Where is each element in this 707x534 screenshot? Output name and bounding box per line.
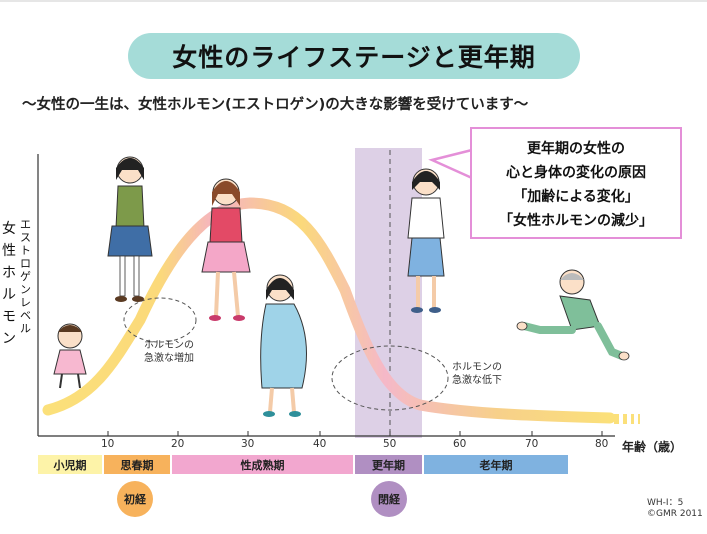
toddler-illustration [53, 323, 87, 389]
phase-label: 更年期 [372, 458, 405, 472]
callout-line: 心と身体の変化の原因 [506, 165, 646, 181]
increase-line-2: 急激な増加 [144, 353, 194, 364]
middle-aged-woman-illustration [407, 168, 445, 313]
callout-box: 更年期の女性の 心と身体の変化の原因 「加齢による変化」 「女性ホルモンの減少」 [470, 127, 682, 239]
figure-code-line: ©GMR 2011 [647, 509, 703, 519]
y-axis-label-char: モ [2, 309, 16, 325]
event-label: 初経 [124, 493, 146, 506]
subtitle: 〜女性の一生は、女性ホルモン(エストロゲン)の大きな影響を受けています〜 [22, 97, 529, 113]
x-tick: 50 [383, 438, 397, 450]
y-axis-label-char: 女 [2, 221, 16, 237]
page-title-text: 女性のライフステージと更年期 [172, 43, 536, 72]
y-axis-label-char: ゲ [20, 270, 31, 283]
x-axis-label: 年齢（歳） [622, 440, 683, 454]
y-axis-label-char: ン [20, 283, 31, 296]
x-tick: 70 [525, 438, 539, 450]
decrease-ellipse [331, 345, 449, 411]
decrease-annotation: ホルモンの 急激な低下 [452, 361, 502, 387]
decrease-line-2: 急激な低下 [452, 375, 502, 386]
figure-code-line: WH-I：5 [647, 498, 684, 508]
y-axis-label-char: ル [2, 287, 16, 303]
y-axis-label-char: ホ [2, 265, 16, 281]
phase-label: 老年期 [479, 458, 513, 472]
phase-puberty: 思春期 [104, 455, 170, 474]
phase-reproductive: 性成熟期 [172, 455, 353, 474]
young-woman-illustration [201, 178, 251, 321]
estrogen-curve [42, 197, 616, 424]
y-axis-label-char: エ [20, 218, 31, 231]
increase-ellipse [123, 297, 197, 343]
x-tick: 40 [313, 438, 327, 450]
menarche-circle: 初経 [117, 481, 153, 517]
increase-line-1: ホルモンの [144, 340, 194, 351]
top-border [0, 0, 707, 2]
pregnant-woman-illustration [260, 274, 307, 417]
y-axis-label-char: ト [20, 244, 31, 257]
phase-label: 思春期 [120, 458, 154, 472]
callout-line: 更年期の女性の [527, 141, 625, 157]
increase-annotation: ホルモンの 急激な増加 [144, 339, 194, 365]
schoolgirl-illustration [107, 156, 153, 302]
page-title: 女性のライフステージと更年期 [128, 33, 580, 79]
y-axis-label-big: 女性ホルモン [2, 218, 16, 350]
callout-line: 「女性ホルモンの減少」 [499, 213, 653, 229]
y-axis-label-char: ン [2, 331, 16, 347]
y-axis-label-char: 性 [2, 243, 16, 259]
figure-code: WH-I：5 ©GMR 2011 [647, 498, 703, 520]
x-tick: 30 [241, 438, 255, 450]
callout-tail [428, 148, 473, 180]
phase-menopause: 更年期 [355, 455, 422, 474]
y-axis-label-char: ル [20, 322, 31, 335]
callout-line: 「加齢による変化」 [513, 189, 639, 205]
elderly-person-illustration [516, 269, 630, 361]
menopause-circle: 閉経 [371, 481, 407, 517]
x-tick: 60 [453, 438, 467, 450]
x-tick: 80 [595, 438, 609, 450]
y-axis-label-char: ロ [20, 257, 31, 270]
x-tick: 20 [171, 438, 185, 450]
event-label: 閉経 [378, 493, 400, 506]
phase-label: 性成熟期 [240, 458, 285, 472]
y-axis-label-char: レ [20, 296, 31, 309]
y-axis-label-char: ベ [20, 309, 31, 322]
x-tick: 10 [101, 438, 115, 450]
y-axis-label-small: エストロゲンレベル [20, 218, 31, 335]
phase-label: 小児期 [53, 458, 87, 472]
x-axis-ticks [107, 431, 603, 436]
phase-senescence: 老年期 [424, 455, 568, 474]
menopause-band [355, 148, 422, 438]
decrease-line-1: ホルモンの [452, 362, 502, 373]
y-axis-label-char: ス [20, 231, 31, 244]
phase-childhood: 小児期 [38, 455, 102, 474]
